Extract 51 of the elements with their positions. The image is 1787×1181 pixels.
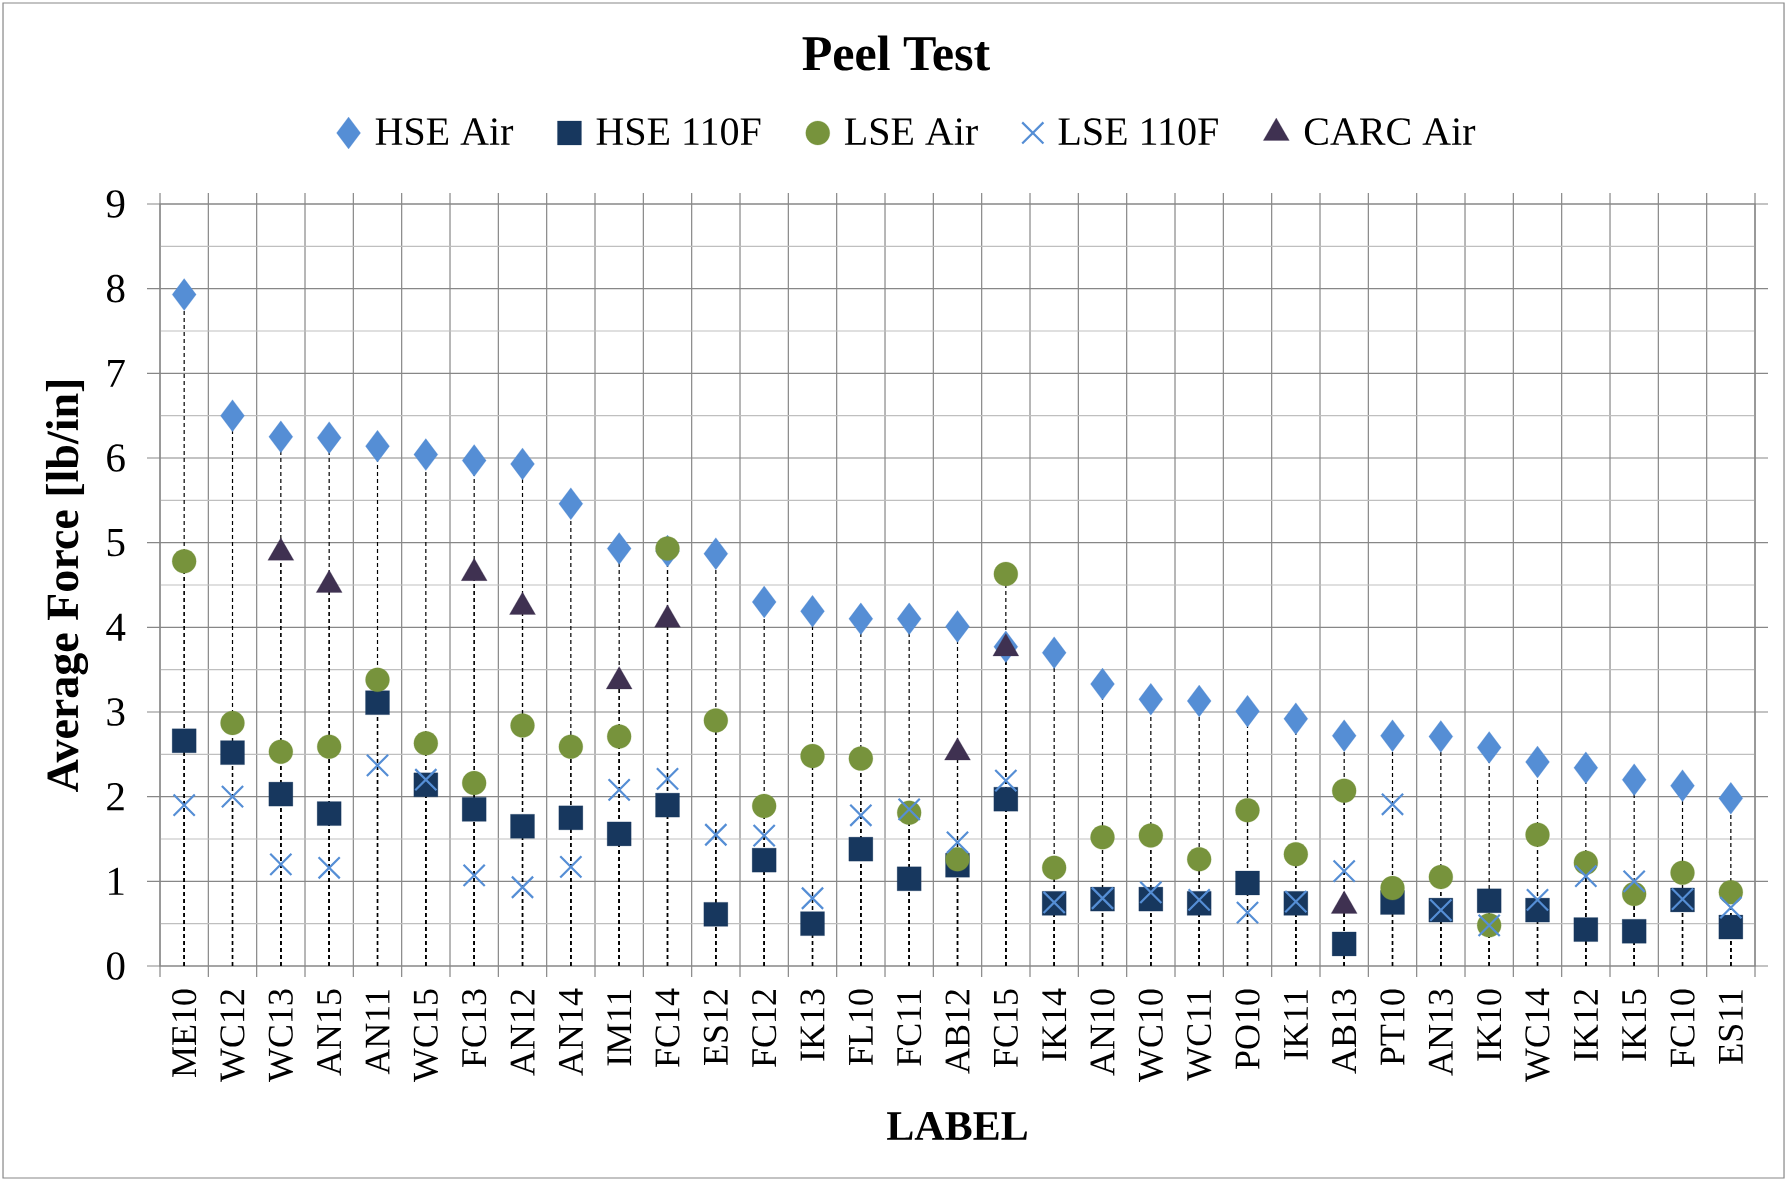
x-tick-label: WC11: [1186, 990, 1212, 1081]
x-tick-label: AB13: [1332, 989, 1357, 1074]
x-tick-label: FC14: [655, 988, 680, 1068]
x-tick-label: IK13: [800, 989, 825, 1061]
x-tick-label: IK15: [1622, 989, 1647, 1061]
x-tick-label: WC15: [413, 989, 439, 1083]
x-tick-label: FC12: [752, 990, 777, 1068]
legend-label: LSE 110F: [1058, 118, 1218, 146]
x-tick-label: IK11: [1283, 990, 1308, 1060]
y-tick-label: 3: [107, 698, 125, 726]
legend-label: LSE Air: [844, 118, 978, 146]
x-tick-label: IK10: [1477, 989, 1502, 1061]
x-tick-label: AN11: [365, 990, 390, 1075]
x-tick-label: AN13: [1428, 989, 1453, 1076]
x-tick-label: FC10: [1670, 989, 1695, 1068]
x-tick-label: WC12: [220, 990, 245, 1083]
x-tick-label: FL10: [848, 989, 873, 1066]
y-tick-label: 0: [107, 952, 125, 980]
legend-label: HSE Air: [375, 118, 514, 146]
x-tick-label: ES12: [703, 990, 728, 1066]
x-tick-label: PT10: [1380, 989, 1405, 1066]
x-tick-label: WC13: [268, 989, 294, 1083]
x-tick-label: ME10: [172, 989, 197, 1078]
y-axis-title: Average Force [lb/in]: [45, 381, 89, 792]
legend-label: HSE 110F: [596, 118, 761, 146]
y-tick-label: 2: [107, 783, 124, 811]
y-tick-label: 9: [106, 190, 125, 218]
x-tick-label: PO10: [1235, 989, 1260, 1070]
x-tick-label: AN12: [510, 990, 535, 1076]
y-tick-label: 6: [107, 444, 125, 472]
x-tick-label: IK12: [1573, 990, 1598, 1061]
x-tick-label: AB12: [945, 990, 970, 1074]
x-tick-label: AN10: [1090, 989, 1115, 1076]
y-tick-label: 7: [108, 359, 125, 387]
y-tick-label: 5: [107, 529, 125, 557]
x-tick-label: IM11: [607, 990, 632, 1066]
y-tick-label: 8: [107, 274, 125, 303]
x-tick-label: WC14: [1525, 988, 1550, 1083]
x-tick-label: WC10: [1138, 989, 1164, 1083]
x-axis-title: LABEL: [887, 1112, 1027, 1140]
legend-label: CARC Air: [1304, 118, 1476, 146]
chart-title: Peel Test: [802, 35, 990, 71]
x-tick-label: FC13: [462, 989, 487, 1068]
y-tick-label: 1: [109, 867, 124, 895]
x-tick-label: FC15: [993, 989, 1018, 1068]
y-tick-label: 4: [106, 613, 126, 641]
x-tick-label: AN14: [558, 988, 583, 1076]
x-tick-label: FC11: [897, 990, 922, 1066]
x-tick-label: IK14: [1042, 988, 1067, 1061]
x-tick-label: AN15: [317, 989, 342, 1076]
x-tick-label: ES11: [1718, 990, 1743, 1064]
